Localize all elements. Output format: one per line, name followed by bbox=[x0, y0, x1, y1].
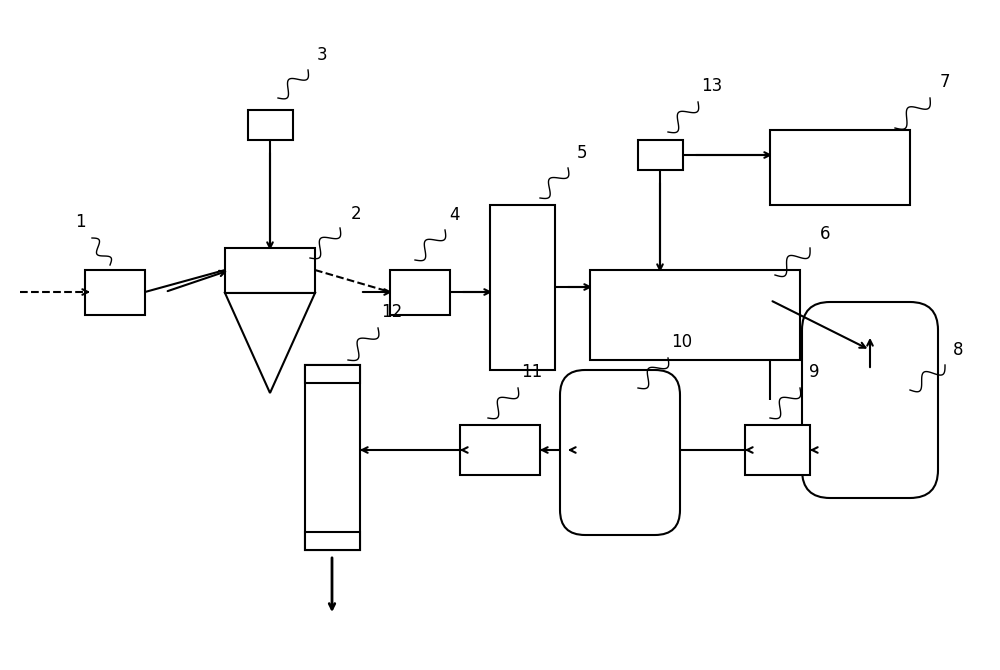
Bar bbox=[745, 425, 810, 475]
Text: 10: 10 bbox=[671, 333, 693, 351]
Bar bbox=[305, 365, 360, 550]
Bar bbox=[225, 248, 315, 293]
Bar bbox=[770, 130, 910, 205]
Text: 3: 3 bbox=[317, 46, 327, 64]
FancyBboxPatch shape bbox=[802, 302, 938, 498]
Text: 1: 1 bbox=[75, 213, 85, 231]
Text: 13: 13 bbox=[701, 77, 723, 95]
FancyBboxPatch shape bbox=[560, 370, 680, 535]
Bar bbox=[638, 140, 683, 170]
Bar bbox=[305, 365, 360, 383]
Text: 6: 6 bbox=[820, 225, 830, 243]
Text: 11: 11 bbox=[521, 363, 543, 381]
Text: 4: 4 bbox=[450, 206, 460, 224]
Polygon shape bbox=[225, 293, 315, 393]
Bar bbox=[305, 532, 360, 550]
Text: 12: 12 bbox=[381, 303, 403, 321]
Bar bbox=[85, 270, 145, 315]
Bar bbox=[490, 205, 555, 370]
Text: 5: 5 bbox=[577, 144, 587, 162]
Bar bbox=[590, 270, 800, 360]
Text: 2: 2 bbox=[351, 205, 361, 223]
Text: 7: 7 bbox=[940, 73, 950, 91]
Text: 9: 9 bbox=[809, 363, 819, 381]
Text: 8: 8 bbox=[953, 341, 963, 359]
Bar bbox=[460, 425, 540, 475]
Bar bbox=[390, 270, 450, 315]
Bar bbox=[248, 110, 293, 140]
